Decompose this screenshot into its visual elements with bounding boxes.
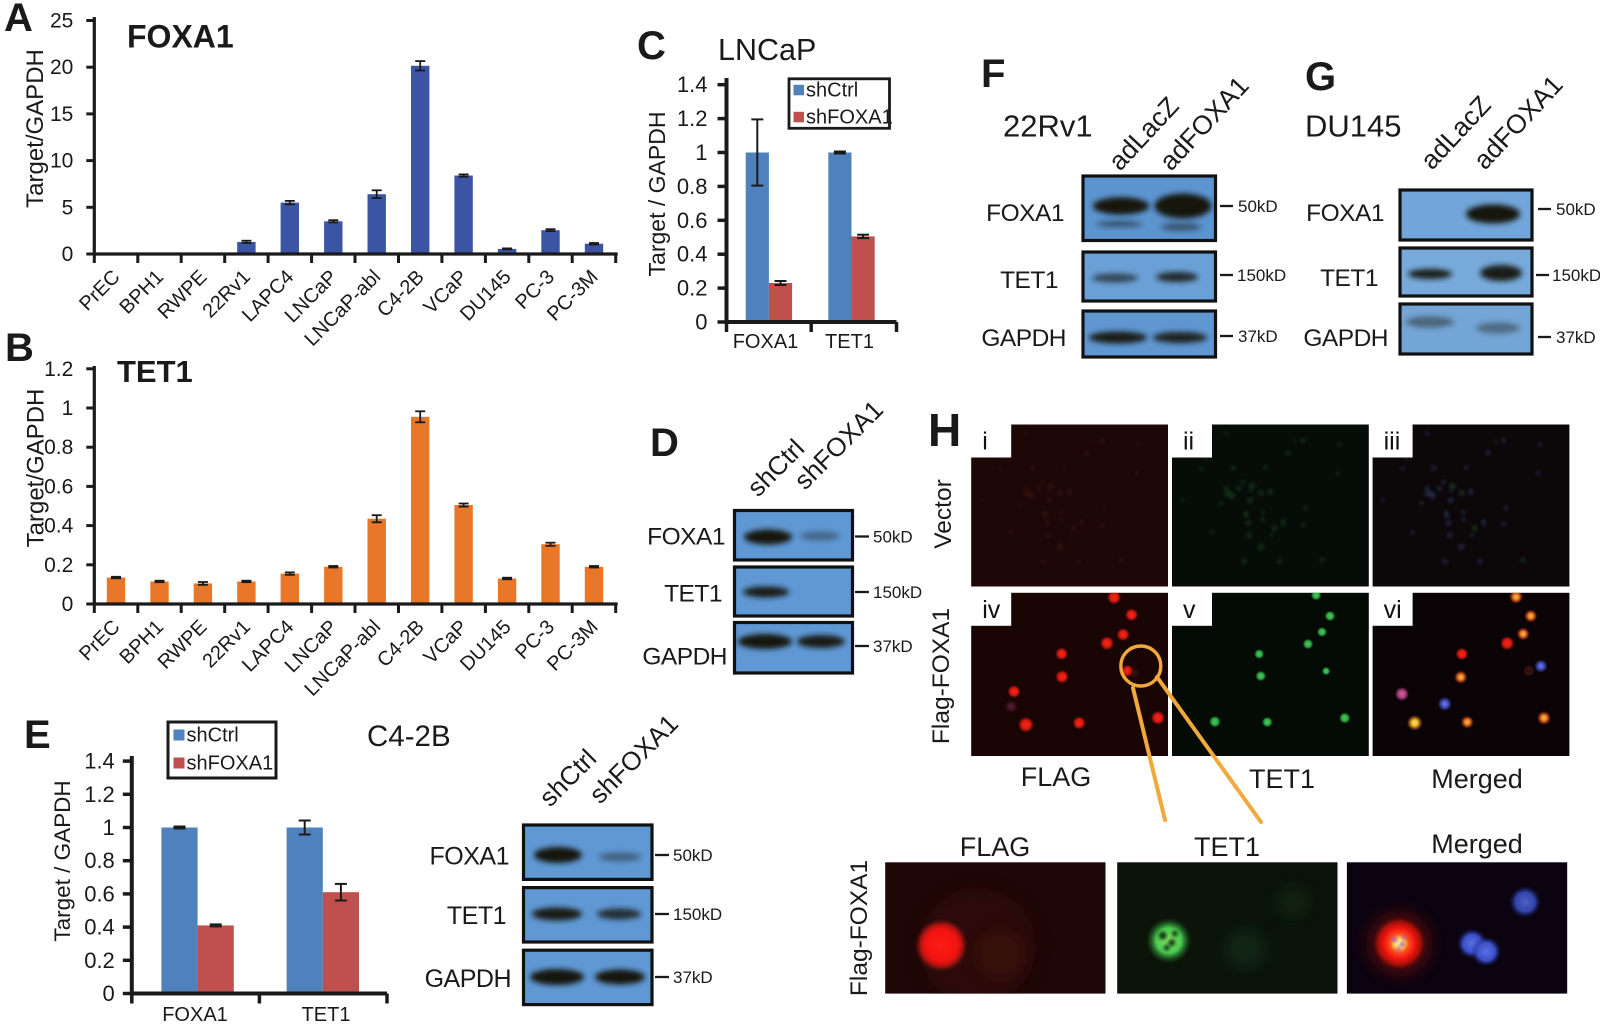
svg-text:0.2: 0.2 [84, 948, 115, 973]
svg-text:FOXA1: FOXA1 [162, 1004, 228, 1026]
svg-text:F: F [981, 52, 1005, 96]
svg-text:TET1: TET1 [1249, 764, 1315, 794]
svg-text:C4-2B: C4-2B [367, 720, 451, 753]
svg-text:0.2: 0.2 [44, 554, 73, 577]
svg-text:150kD: 150kD [873, 583, 922, 602]
svg-text:TET1: TET1 [1194, 832, 1260, 862]
svg-text:20: 20 [50, 56, 73, 79]
svg-text:DU145: DU145 [1305, 109, 1402, 144]
svg-text:0.8: 0.8 [677, 174, 708, 199]
svg-text:0: 0 [695, 310, 707, 335]
svg-text:GAPDH: GAPDH [981, 325, 1066, 352]
svg-text:1.2: 1.2 [44, 358, 73, 381]
svg-text:FOXA1: FOXA1 [430, 843, 509, 871]
svg-text:0.4: 0.4 [44, 515, 74, 538]
svg-text:Target/GAPDH: Target/GAPDH [22, 49, 49, 208]
svg-text:shCtrl: shCtrl [806, 80, 858, 102]
svg-text:TET1: TET1 [447, 902, 506, 930]
svg-text:0.8: 0.8 [44, 436, 73, 459]
svg-text:37kD: 37kD [873, 637, 913, 656]
svg-text:FOXA1: FOXA1 [986, 200, 1064, 227]
svg-text:22Rv1: 22Rv1 [1003, 109, 1093, 144]
svg-text:TET1: TET1 [664, 581, 722, 608]
svg-text:vi: vi [1384, 596, 1402, 624]
svg-text:FLAG: FLAG [1021, 762, 1092, 792]
svg-text:0.6: 0.6 [677, 208, 708, 233]
svg-text:TET1: TET1 [1320, 265, 1378, 292]
svg-text:FLAG: FLAG [960, 832, 1031, 862]
svg-text:C: C [637, 24, 666, 68]
svg-text:ii: ii [1183, 428, 1194, 456]
svg-text:37kD: 37kD [1556, 328, 1596, 347]
svg-text:Target / GAPDH: Target / GAPDH [644, 112, 670, 277]
svg-text:1.4: 1.4 [84, 749, 115, 774]
svg-text:GAPDH: GAPDH [642, 644, 727, 671]
svg-text:0.6: 0.6 [84, 881, 115, 906]
svg-text:TET1: TET1 [1000, 267, 1058, 294]
svg-text:i: i [982, 428, 988, 456]
svg-text:0.4: 0.4 [677, 242, 708, 267]
svg-text:0.4: 0.4 [84, 915, 115, 940]
svg-text:150kD: 150kD [673, 905, 722, 924]
svg-text:v: v [1183, 596, 1196, 624]
svg-text:Target/GAPDH: Target/GAPDH [23, 389, 50, 548]
svg-text:A: A [4, 0, 33, 40]
svg-text:GAPDH: GAPDH [425, 965, 511, 993]
svg-text:FOXA1: FOXA1 [647, 524, 725, 551]
svg-text:0: 0 [62, 243, 74, 266]
svg-text:FOXA1: FOXA1 [1306, 200, 1384, 227]
svg-text:0.8: 0.8 [84, 848, 115, 873]
svg-text:1.2: 1.2 [677, 106, 708, 131]
svg-text:LNCaP: LNCaP [718, 33, 816, 67]
svg-text:iv: iv [982, 596, 1001, 624]
svg-text:50kD: 50kD [673, 846, 713, 865]
svg-text:1: 1 [103, 815, 115, 840]
svg-text:1: 1 [62, 397, 74, 420]
svg-text:10: 10 [50, 150, 73, 173]
svg-text:shCtrl: shCtrl [187, 725, 239, 747]
svg-text:G: G [1305, 55, 1336, 99]
svg-text:1.2: 1.2 [84, 782, 115, 807]
svg-text:50kD: 50kD [873, 528, 913, 547]
svg-text:15: 15 [50, 103, 73, 126]
svg-text:0: 0 [62, 593, 74, 616]
svg-text:Merged: Merged [1431, 764, 1523, 794]
svg-text:shFOXA1: shFOXA1 [806, 107, 893, 129]
svg-text:iii: iii [1384, 428, 1401, 456]
svg-text:150kD: 150kD [1552, 266, 1600, 285]
svg-text:D: D [650, 421, 679, 465]
svg-text:Merged: Merged [1431, 829, 1523, 859]
svg-text:FOXA1: FOXA1 [733, 331, 799, 353]
svg-text:Target / GAPDH: Target / GAPDH [50, 780, 75, 941]
svg-text:TET1: TET1 [117, 354, 193, 389]
svg-text:0.2: 0.2 [677, 276, 708, 301]
svg-text:GAPDH: GAPDH [1303, 325, 1388, 352]
svg-text:1.4: 1.4 [677, 72, 708, 97]
svg-text:0: 0 [103, 981, 115, 1006]
svg-text:E: E [24, 713, 51, 757]
svg-text:25: 25 [50, 10, 73, 33]
svg-text:1: 1 [695, 140, 707, 165]
svg-text:50kD: 50kD [1556, 200, 1596, 219]
svg-text:37kD: 37kD [673, 968, 713, 987]
svg-text:37kD: 37kD [1238, 327, 1278, 346]
svg-text:Vector: Vector [930, 479, 957, 548]
svg-text:0.6: 0.6 [44, 475, 73, 498]
svg-text:TET1: TET1 [825, 331, 874, 353]
svg-text:FOXA1: FOXA1 [127, 19, 234, 55]
svg-text:Flag-FOXA1: Flag-FOXA1 [928, 608, 955, 744]
svg-text:150kD: 150kD [1237, 266, 1286, 285]
svg-text:shFOXA1: shFOXA1 [187, 753, 274, 775]
svg-text:50kD: 50kD [1238, 197, 1278, 216]
svg-text:H: H [928, 404, 961, 456]
svg-text:TET1: TET1 [302, 1004, 351, 1026]
svg-text:Flag-FOXA1: Flag-FOXA1 [846, 860, 873, 996]
svg-text:5: 5 [62, 196, 74, 219]
svg-text:B: B [5, 326, 34, 370]
